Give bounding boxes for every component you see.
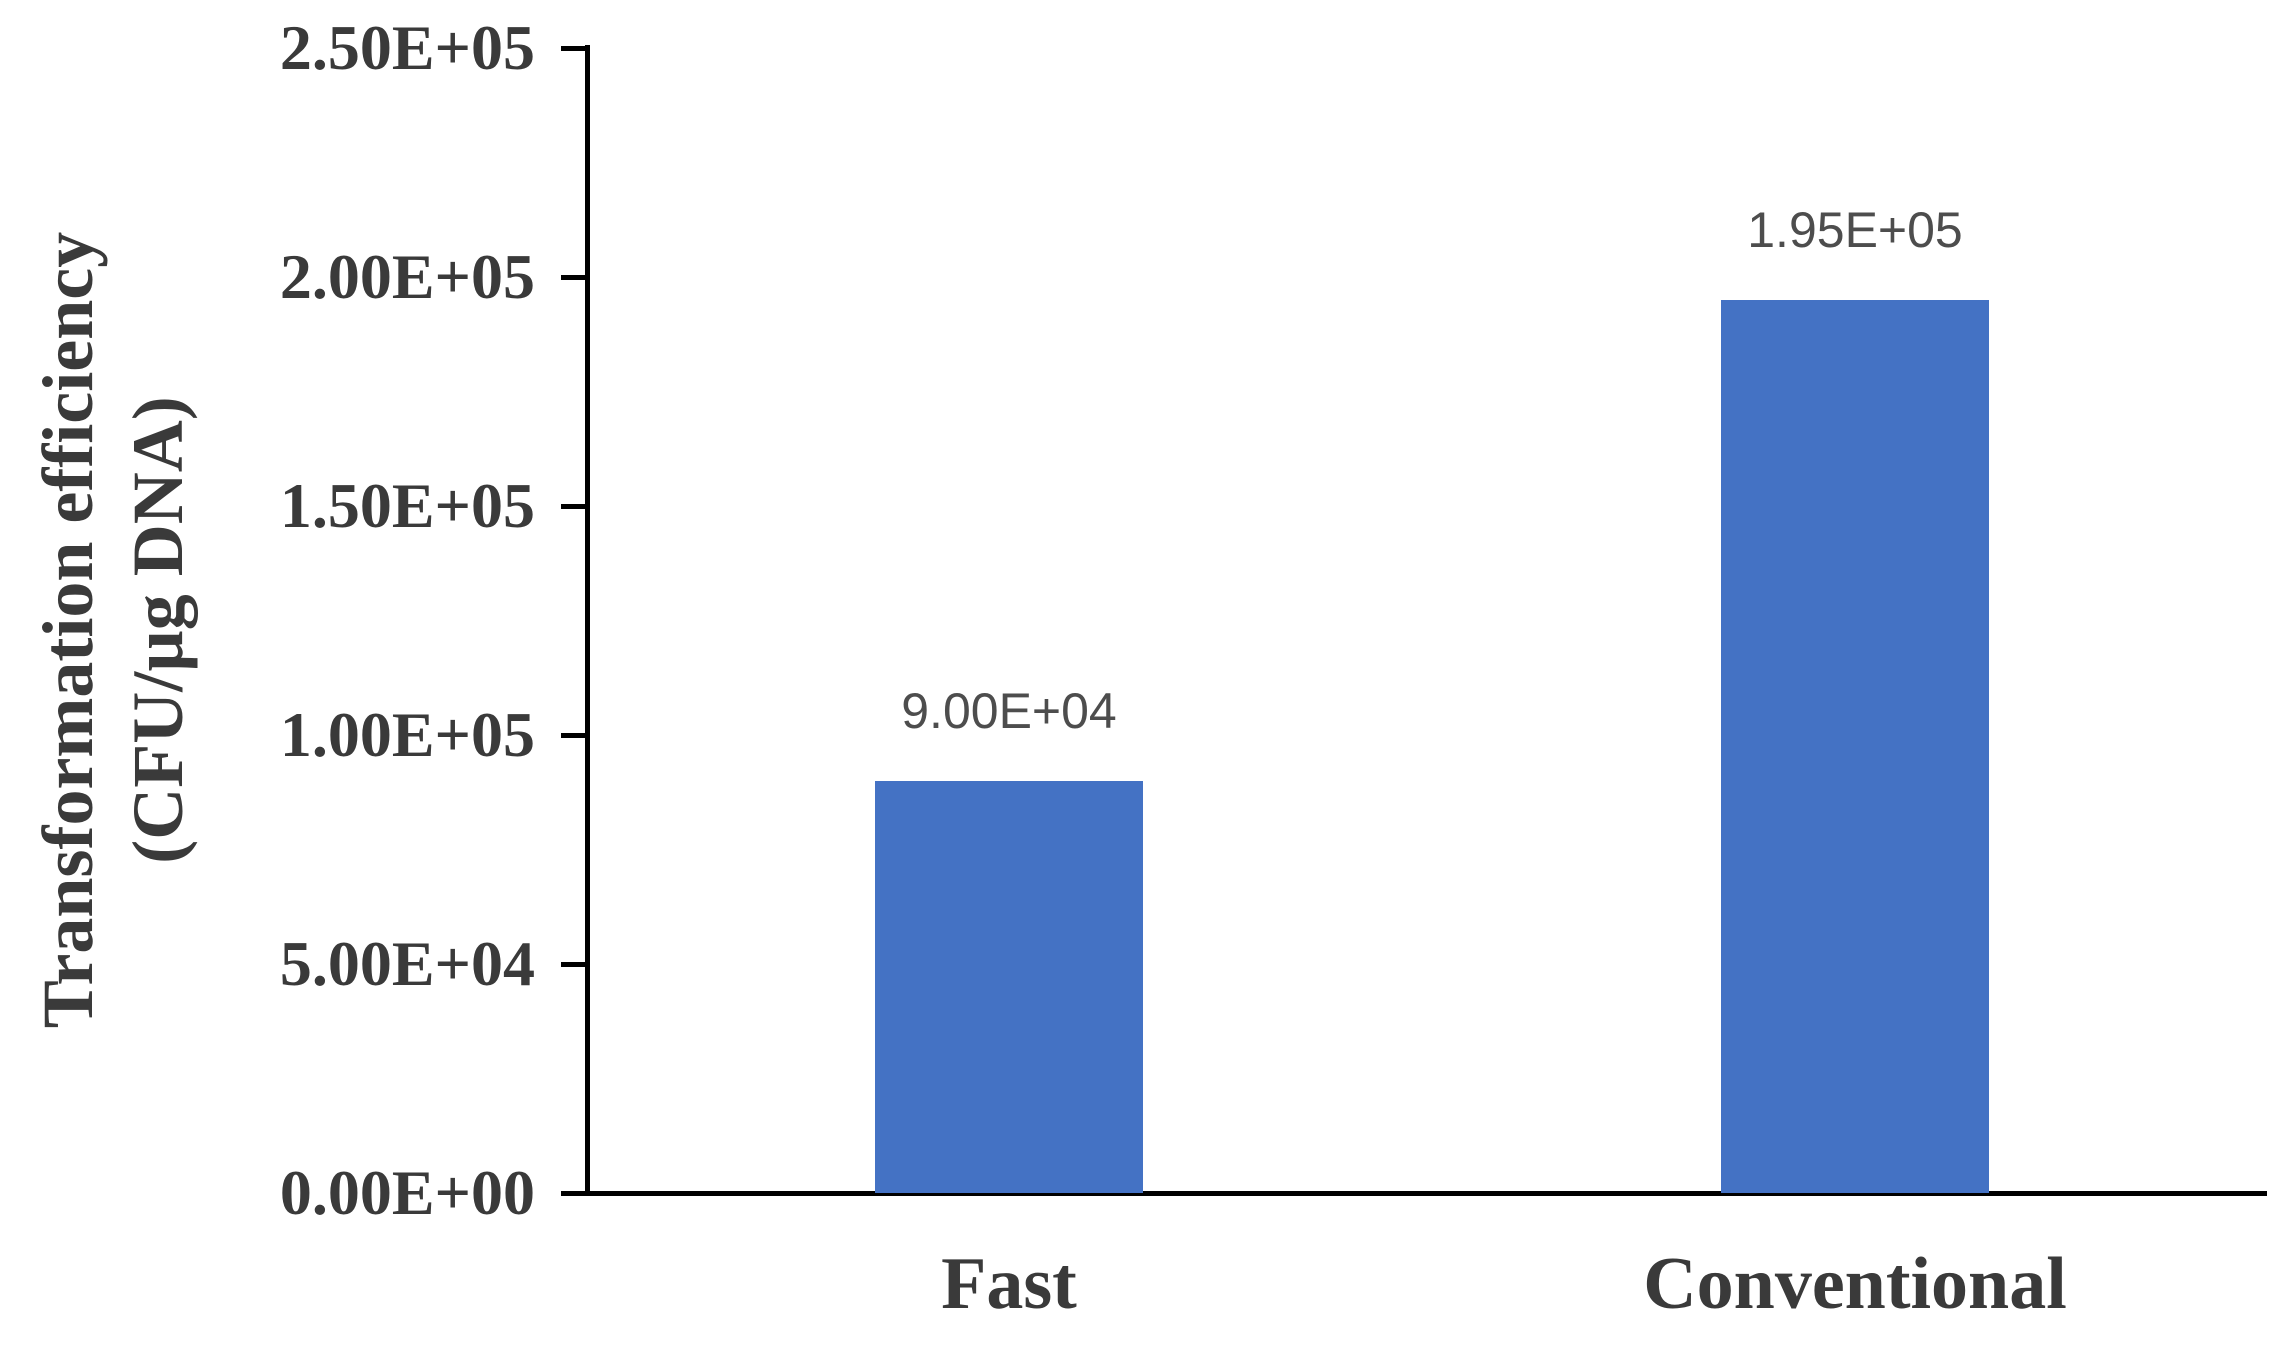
y-tick-label: 5.00E+04 (279, 928, 535, 999)
x-category-label-conventional: Conventional (1643, 1243, 2067, 1325)
y-tick-mark (561, 962, 590, 967)
y-tick-mark (561, 46, 590, 51)
bar-value-label-fast: 9.00E+04 (901, 683, 1117, 739)
y-tick-label: 2.50E+05 (279, 12, 535, 83)
bar-conventional (1721, 300, 1989, 1193)
y-tick-label: 1.50E+05 (279, 470, 535, 541)
y-tick-label: 0.00E+00 (279, 1157, 535, 1228)
y-tick-mark (561, 275, 590, 280)
y-tick-label: 1.00E+05 (279, 699, 535, 770)
bar-value-label-conventional: 1.95E+05 (1747, 202, 1963, 258)
y-tick-mark (561, 504, 590, 509)
y-axis-title-line-1: Transformation efficiency (28, 231, 108, 1029)
y-axis-line (585, 45, 590, 1196)
x-category-label-fast: Fast (941, 1243, 1077, 1325)
y-tick-label: 2.00E+05 (279, 241, 535, 312)
bar-fast (875, 781, 1143, 1193)
y-tick-mark (561, 733, 590, 738)
y-tick-mark (561, 1191, 590, 1196)
x-axis-line (585, 1191, 2267, 1196)
